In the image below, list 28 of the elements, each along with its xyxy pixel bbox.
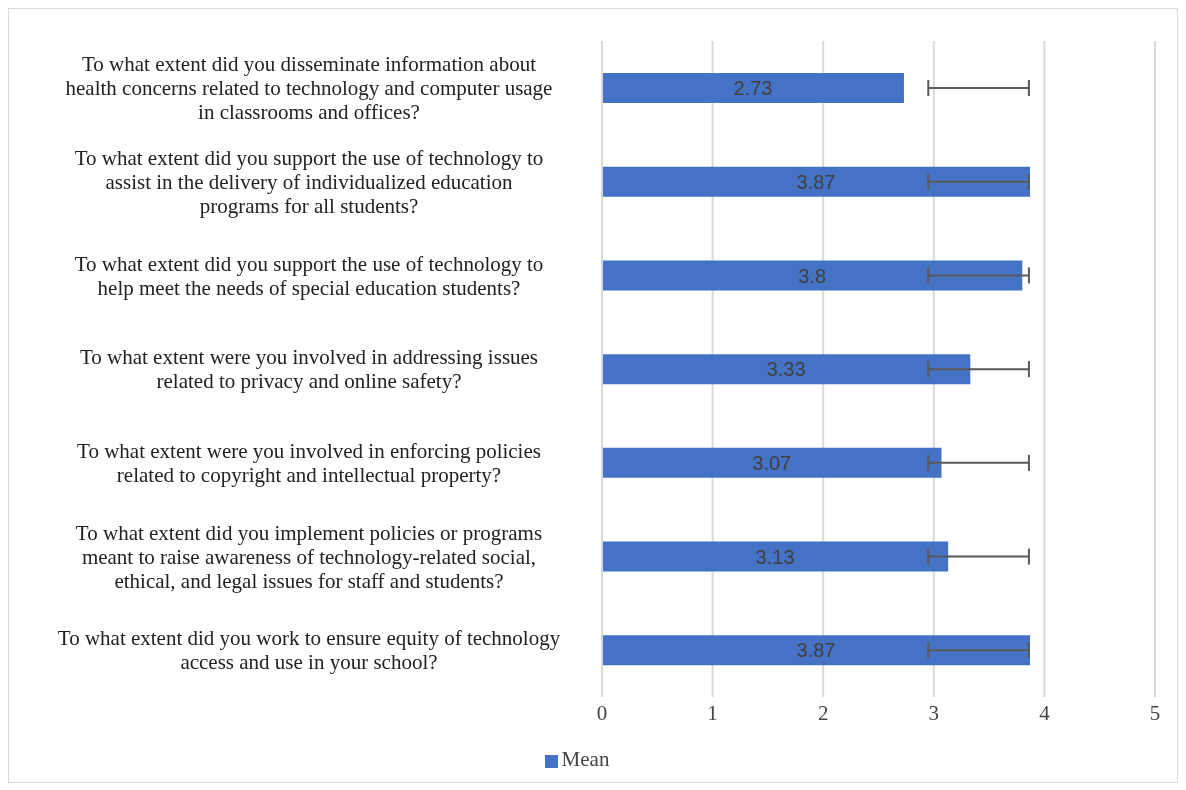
data-label: 3.33 xyxy=(766,358,806,381)
x-tick-label: 2 xyxy=(817,700,829,725)
x-tick-label: 1 xyxy=(707,700,718,725)
bar xyxy=(602,447,942,478)
data-label: 3.87 xyxy=(796,170,836,193)
x-tick-label: 5 xyxy=(1149,700,1161,725)
y-tick-label: To what extent did you support the use of technology to help meet the needs of special education students? xyxy=(74,251,544,300)
bar xyxy=(602,260,1023,291)
bar xyxy=(602,354,971,385)
legend-label: Mean xyxy=(561,747,610,771)
data-label: 3.87 xyxy=(796,639,836,662)
y-tick-label: To what extent did you support the use of technology to assist in the delivery of individualized education programs for all students? xyxy=(74,145,544,218)
data-label: 3.8 xyxy=(798,264,827,287)
y-tick-label: To what extent did you implement policies or programs meant to raise awareness of technology-related social, ethical, and legal issues for staff and students? xyxy=(75,520,543,593)
data-label: 3.13 xyxy=(755,545,795,568)
x-tick-label: 0 xyxy=(596,700,608,725)
x-tick-label: 4 xyxy=(1039,700,1051,725)
bar xyxy=(602,73,904,103)
y-tick-label: To what extent did you disseminate information about health concerns related to technology and computer usage in classrooms and offices? xyxy=(65,52,553,125)
bar xyxy=(602,635,1031,666)
bar xyxy=(602,541,949,572)
y-tick-label: To what extent were you involved in enforcing policies related to copyright and intellectual property? xyxy=(77,439,541,488)
bar xyxy=(602,166,1031,197)
x-tick-label: 3 xyxy=(928,700,940,725)
y-tick-label: To what extent were you involved in addressing issues related to privacy and online safety? xyxy=(79,345,539,394)
data-label: 3.07 xyxy=(752,451,792,474)
data-label: 2.73 xyxy=(733,77,773,100)
y-tick-label: To what extent did you work to ensure equity of technology access and use in your school? xyxy=(57,626,561,675)
